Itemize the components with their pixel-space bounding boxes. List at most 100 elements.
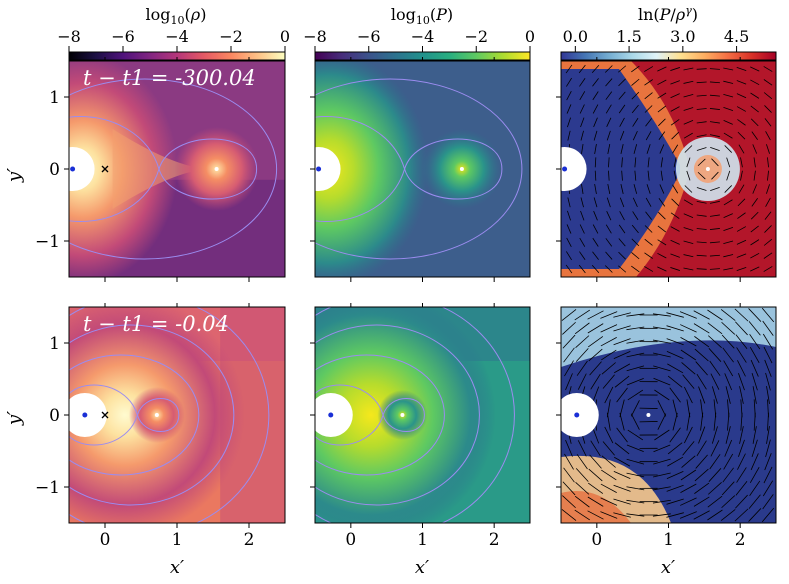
velocity-arrow — [666, 512, 684, 518]
velocity-arrow — [696, 254, 707, 257]
colorbar-pressure-tick-label: −4 — [411, 27, 435, 46]
panel-entropy-row1 — [556, 57, 777, 282]
velocity-arrow — [605, 78, 613, 87]
contour-companion — [136, 398, 180, 432]
velocity-arrow — [634, 157, 637, 168]
potential-contours — [69, 78, 278, 260]
velocity-arrow — [613, 312, 631, 318]
velocity-arrow — [761, 507, 775, 523]
velocity-arrow — [631, 65, 640, 73]
contour-companion — [404, 138, 503, 200]
velocity-arrow — [709, 134, 720, 138]
y-axis-label-row2: y′ — [4, 411, 25, 426]
velocity-arrow — [626, 513, 645, 517]
velocity-arrow — [693, 323, 710, 334]
velocity-arrow — [724, 439, 733, 457]
velocity-arrow — [693, 496, 710, 507]
velocity-arrow — [722, 347, 734, 363]
velocity-arrow — [576, 454, 588, 470]
velocity-arrow — [601, 455, 616, 468]
contour-primary — [69, 384, 138, 446]
velocity-arrow — [696, 94, 707, 97]
colorbar-density-tick-label: −2 — [219, 27, 243, 46]
velocity-arrow — [709, 254, 720, 257]
velocity-arrow — [575, 348, 589, 362]
colorbar-density-ticks: −8 −6 −4 −2 0 — [57, 27, 290, 52]
velocity-arrow — [626, 365, 645, 372]
velocity-arrow — [680, 497, 697, 506]
velocity-arrow — [657, 92, 667, 99]
velocity-arrow — [672, 399, 678, 418]
velocity-arrow — [619, 130, 625, 141]
velocity-arrow — [736, 80, 747, 85]
colorbar-density: log10(ρ) −8 −6 −4 −2 0 — [57, 5, 290, 61]
y-tick-label: 0 — [49, 406, 60, 426]
velocity-arrow — [765, 131, 771, 141]
velocity-arrow — [579, 77, 586, 87]
velocity-arrow — [679, 511, 697, 519]
velocity-arrow — [626, 486, 645, 491]
velocity-arrow — [653, 377, 671, 386]
velocity-arrow — [763, 346, 773, 364]
velocity-arrow — [721, 334, 735, 349]
velocity-arrow — [736, 93, 747, 99]
velocity-arrow — [736, 67, 747, 71]
contour-outer — [69, 324, 235, 506]
velocity-arrow — [752, 386, 757, 404]
velocity-arrow — [652, 499, 671, 504]
velocity-arrow — [723, 80, 734, 84]
velocity-arrow — [577, 440, 587, 457]
velocity-arrow — [749, 480, 761, 496]
velocity-arrow — [593, 117, 598, 128]
velocity-arrow — [710, 440, 720, 457]
velocity-arrow — [680, 337, 697, 347]
velocity-arrow — [645, 197, 652, 207]
colorbar-density-tick-label: −8 — [57, 27, 81, 46]
velocity-arrow — [713, 412, 717, 431]
velocity-arrow — [627, 389, 644, 401]
velocity-arrow — [618, 104, 626, 114]
velocity-arrow — [575, 468, 589, 482]
colorbar-density-tick-label: −4 — [165, 27, 189, 46]
velocity-arrow — [562, 495, 576, 509]
velocity-arrow — [600, 497, 618, 506]
panel-density-row2: 0 1 2 −1 0 1 t − t1 = -0.04 — [35, 303, 286, 550]
velocity-arrow — [619, 117, 625, 127]
velocity-arrow — [765, 439, 771, 458]
velocity-arrow — [753, 170, 756, 181]
velocity-arrow — [644, 79, 653, 86]
velocity-arrow — [763, 252, 773, 259]
velocity-arrow — [657, 400, 667, 417]
velocity-arrow — [673, 170, 677, 181]
velocity-arrow — [630, 413, 640, 430]
velocity-arrow — [752, 144, 758, 154]
velocity-arrow — [605, 91, 613, 100]
velocity-arrow — [660, 170, 663, 181]
velocity-arrow — [632, 130, 638, 141]
velocity-arrow — [737, 198, 746, 207]
velocity-arrow — [616, 427, 628, 443]
velocity-arrow — [680, 349, 697, 361]
velocity-arrow — [618, 251, 626, 260]
velocity-arrow — [709, 241, 720, 244]
velocity-arrow — [604, 265, 613, 273]
velocity-arrow — [697, 158, 706, 167]
star-core — [561, 147, 587, 191]
velocity-arrow — [698, 386, 706, 404]
velocity-arrow — [565, 373, 573, 391]
velocity-arrow — [711, 386, 718, 404]
velocity-arrow — [694, 348, 709, 362]
velocity-arrow — [737, 212, 746, 219]
velocity-arrow — [766, 184, 770, 194]
velocity-arrow — [644, 92, 653, 100]
velocity-arrow — [686, 170, 691, 181]
velocity-arrow — [591, 386, 600, 404]
velocity-arrow — [750, 118, 759, 127]
velocity-arrow — [574, 495, 590, 508]
companion-marker — [214, 167, 219, 171]
x-tick-label: 0 — [100, 530, 111, 550]
velocity-arrow — [762, 333, 774, 350]
velocity-arrow — [592, 224, 599, 234]
velocity-arrow — [696, 241, 707, 244]
